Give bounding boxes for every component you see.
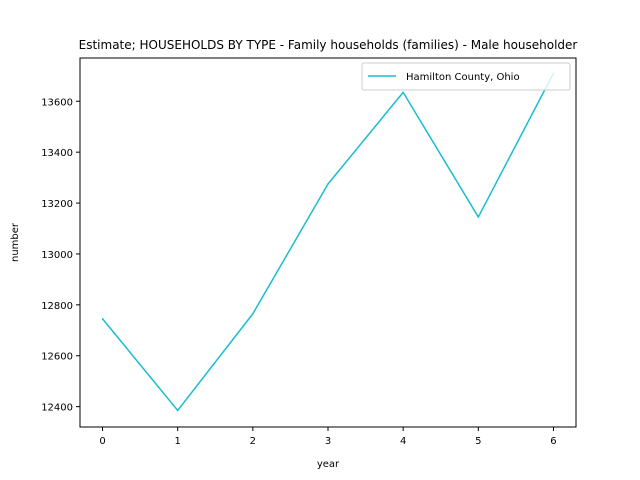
x-tick-label: 3 — [325, 436, 331, 447]
data-point — [101, 318, 104, 320]
plot-frame — [79, 57, 577, 428]
y-tick-label: 13400 — [41, 148, 73, 159]
y-tick-label: 13200 — [41, 199, 73, 210]
x-axis-label: year — [317, 459, 340, 470]
y-tick-label: 12800 — [41, 301, 73, 312]
legend: Hamilton County, Ohio — [361, 62, 571, 91]
x-tick-label: 2 — [250, 436, 256, 447]
legend-box — [361, 62, 571, 91]
legend-label: Hamilton County, Ohio — [406, 72, 520, 83]
y-tick-label: 12400 — [41, 403, 73, 414]
y-axis-label: number — [10, 222, 21, 262]
x-tick-label: 0 — [99, 436, 105, 447]
x-tick-label: 6 — [550, 436, 556, 447]
y-tick-label: 13000 — [41, 250, 73, 261]
plot-area — [79, 57, 577, 428]
y-tick-label: 13600 — [41, 97, 73, 108]
data-point — [477, 216, 480, 218]
x-tick-label: 1 — [175, 436, 181, 447]
series-line — [101, 72, 555, 412]
x-tick-label: 4 — [400, 436, 406, 447]
y-axis: 12400 12600 12800 13000 13200 13400 13600 — [41, 97, 80, 414]
data-point — [176, 409, 179, 412]
x-axis: 0 1 2 3 4 5 6 — [99, 427, 557, 447]
y-tick-label: 12600 — [41, 352, 73, 363]
data-point — [327, 183, 329, 185]
chart-title: Estimate; HOUSEHOLDS BY TYPE - Family ho… — [79, 38, 578, 52]
data-point — [402, 91, 404, 94]
data-point — [252, 312, 254, 315]
x-tick-label: 5 — [475, 436, 481, 447]
